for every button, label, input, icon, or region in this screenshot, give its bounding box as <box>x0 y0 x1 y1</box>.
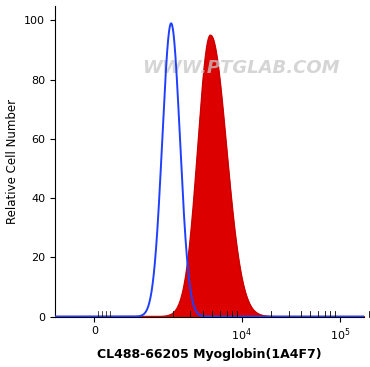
Text: WWW.PTGLAB.COM: WWW.PTGLAB.COM <box>142 59 339 77</box>
X-axis label: CL488-66205 Myoglobin(1A4F7): CL488-66205 Myoglobin(1A4F7) <box>97 348 322 361</box>
Y-axis label: Relative Cell Number: Relative Cell Number <box>6 98 18 224</box>
